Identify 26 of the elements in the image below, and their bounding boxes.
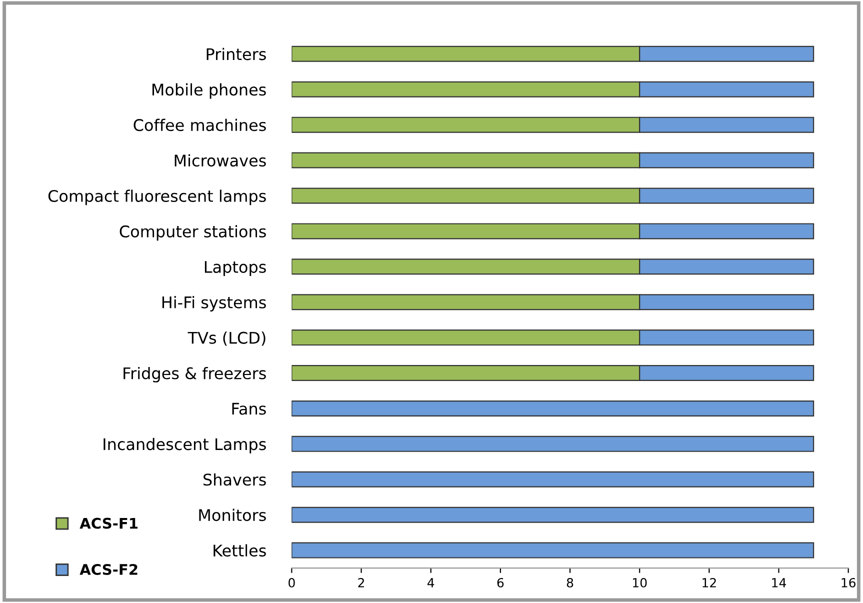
y-tick-label: Laptops: [204, 261, 266, 276]
y-tick-label: Compact fluorescent lamps: [48, 190, 266, 206]
y-tick-label: Fans: [232, 402, 266, 415]
x-tick-label: 6: [497, 578, 504, 588]
y-tick-label: Coffee machines: [134, 118, 266, 132]
y-tick-label: Computer stations: [120, 225, 266, 241]
y-tick-label: Microwaves: [174, 154, 266, 167]
x-tick-label: 10: [633, 578, 647, 588]
y-tick-label: Printers: [206, 48, 266, 60]
x-tick-label: 14: [772, 578, 786, 588]
legend-label: ACS-F1: [80, 518, 138, 529]
y-tick-label: Kettles: [214, 544, 266, 557]
y-tick-label: Hi-Fi systems: [162, 296, 266, 312]
y-tick-label: Monitors: [199, 508, 266, 522]
y-tick-label: Mobile phones: [152, 83, 266, 99]
legend-label: ACS-F2: [80, 564, 138, 575]
x-tick-label: 0: [288, 578, 295, 588]
y-tick-label: TVs (LCD): [188, 332, 266, 346]
x-tick-label: 8: [566, 578, 574, 588]
y-tick-label: Incandescent Lamps: [104, 438, 266, 454]
x-tick-label: 2: [358, 578, 364, 588]
y-tick-label: Fridges & freezers: [124, 366, 266, 382]
y-tick-label: Shavers: [204, 473, 266, 486]
x-tick-label: 4: [427, 578, 434, 588]
x-tick-label: 16: [842, 578, 856, 588]
x-tick-label: 12: [702, 578, 716, 588]
